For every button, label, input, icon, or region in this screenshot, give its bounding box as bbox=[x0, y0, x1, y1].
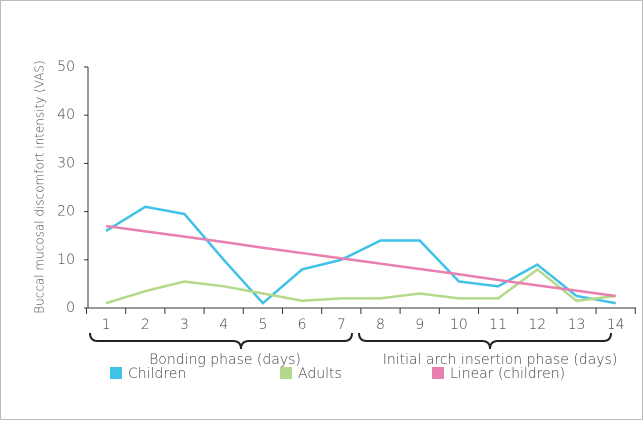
annotation: Bonding phase (days) bbox=[149, 352, 301, 368]
annotation: Initial arch insertion phase (days) bbox=[383, 352, 618, 368]
y-tick-label: 10 bbox=[57, 252, 75, 268]
legend-label: Adults bbox=[298, 366, 342, 382]
legend-label: Linear (children) bbox=[450, 366, 565, 382]
legend-swatch bbox=[432, 367, 444, 379]
y-tick-label: 30 bbox=[57, 155, 75, 171]
bracket bbox=[89, 332, 612, 350]
legend-swatch bbox=[110, 367, 122, 379]
series-line bbox=[105, 224, 616, 298]
y-tick-label: 0 bbox=[66, 300, 75, 316]
x-tick-label: 11 bbox=[489, 317, 507, 333]
x-tick-label: 7 bbox=[337, 317, 346, 333]
legend-label: Children bbox=[128, 366, 186, 382]
y-tick-label: 40 bbox=[57, 107, 75, 123]
x-tick-label: 3 bbox=[180, 317, 189, 333]
x-tick-label: 6 bbox=[298, 317, 307, 333]
x-tick-label: 5 bbox=[258, 317, 267, 333]
y-tick-label: 20 bbox=[57, 204, 75, 220]
y-axis-label: Buccal mucosal discomfort intensity (VAS… bbox=[33, 60, 47, 313]
x-tick-label: 9 bbox=[415, 317, 424, 333]
x-tick-label: 10 bbox=[450, 317, 468, 333]
x-tick-label: 2 bbox=[141, 317, 150, 333]
x-tick-label: 13 bbox=[568, 317, 586, 333]
x-tick-label: 8 bbox=[376, 317, 385, 333]
series-line bbox=[105, 205, 616, 305]
y-tick-label: 50 bbox=[57, 59, 75, 75]
x-tick-label: 12 bbox=[528, 317, 546, 333]
x-tick-label: 14 bbox=[607, 317, 625, 333]
x-tick-label: 1 bbox=[102, 317, 111, 333]
legend-swatch bbox=[280, 367, 292, 379]
x-tick-label: 4 bbox=[219, 317, 228, 333]
series-line bbox=[105, 267, 616, 305]
